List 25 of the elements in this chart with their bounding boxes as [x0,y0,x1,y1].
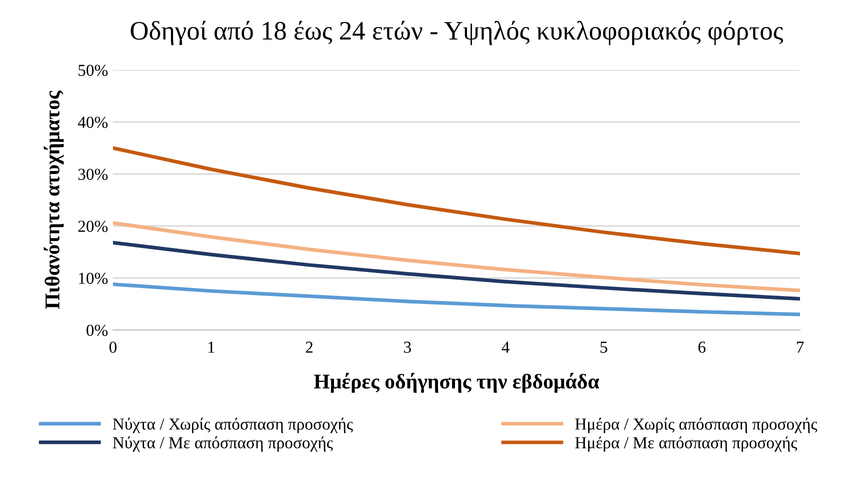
legend-label: Νύχτα / Με απόσπαση προσοχής [112,436,333,452]
x-tick-label: 6 [698,342,706,353]
y-tick-label: 50% [78,64,108,76]
x-tick-label: 4 [502,342,510,353]
x-tick-label: 0 [109,342,117,353]
line-series [113,146,800,256]
y-tick-label: 20% [78,220,108,232]
legend-label: Ημέρα / Χωρίς απόσπαση προσοχής [575,418,818,434]
legend-label: Νύχτα / Χωρίς απόσπαση προσοχής [112,418,353,434]
y-tick-label: 0% [86,324,108,336]
chart-title: Οδηγοί από 18 έως 24 ετών - Υψηλός κυκλοφοριακός φόρτος [130,20,784,46]
line-series [113,282,800,316]
line-series [113,221,800,292]
y-tick-label: 30% [78,168,108,180]
x-tick-label: 7 [796,342,804,353]
x-tick-label: 1 [208,342,214,353]
y-axis-title: Πιθανότητα ατυχήματος [44,90,64,309]
x-axis-title: Ημέρες οδήγησης την εβδομάδα [314,372,600,393]
x-tick-label: 2 [306,342,313,353]
y-tick-label: 10% [79,272,108,284]
legend-label: Ημέρα / Με απόσπαση προσοχής [575,436,798,452]
y-tick-label: 40% [78,116,108,128]
line-series [113,240,800,301]
x-tick-label: 3 [404,342,411,353]
x-tick-label: 5 [600,342,608,353]
